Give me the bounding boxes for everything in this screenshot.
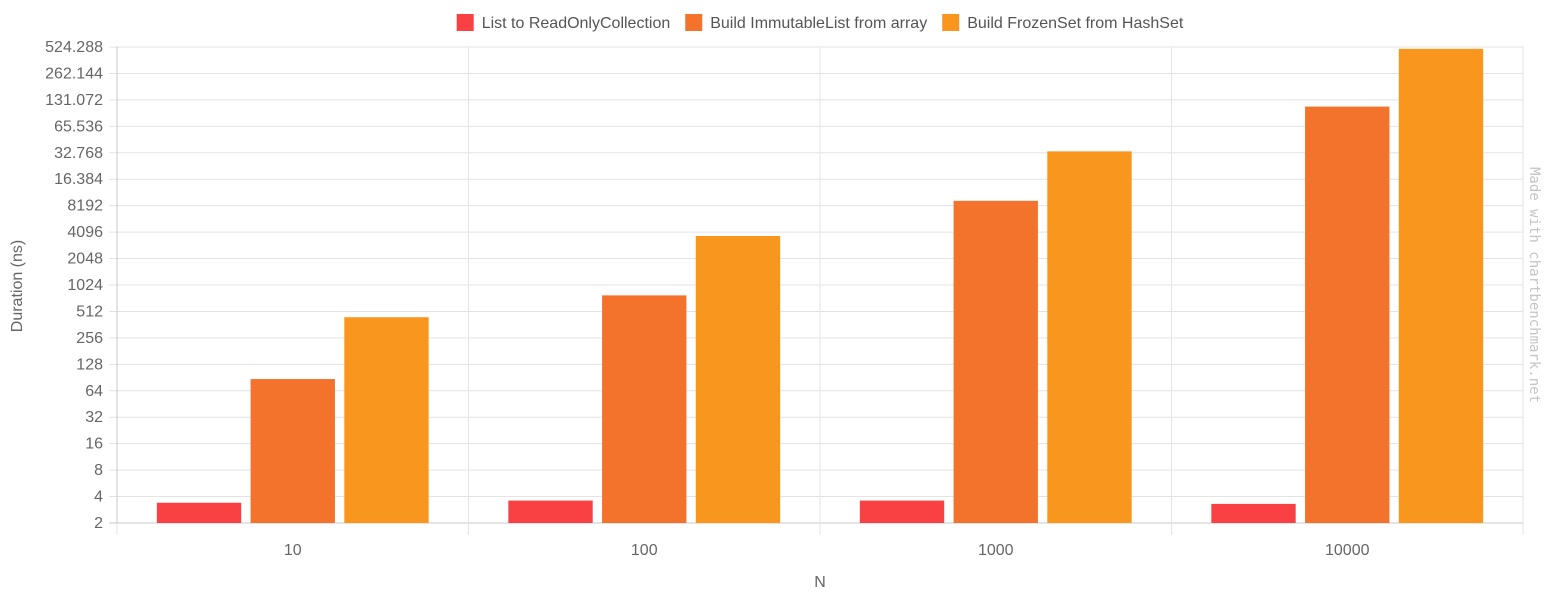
legend-swatch (456, 14, 474, 31)
y-tick-label: 256 (76, 330, 103, 347)
x-tick-label: 10000 (1325, 542, 1370, 559)
y-tick-label: 512 (76, 303, 103, 320)
legend-label: Build ImmutableList from array (710, 15, 927, 32)
bar[interactable] (953, 200, 1038, 523)
x-tick-label: 100 (631, 542, 658, 559)
bar[interactable] (695, 235, 781, 523)
y-tick-label: 16 (85, 436, 103, 453)
legend-item[interactable]: List to ReadOnlyCollection (456, 14, 671, 32)
x-tick-label: 10 (284, 542, 302, 559)
y-tick-label: 32 (85, 409, 103, 426)
y-tick-label: 64 (85, 383, 103, 400)
y-tick-label: 2048 (67, 251, 103, 268)
bar[interactable] (1398, 48, 1484, 523)
x-axis-title: N (814, 574, 826, 591)
legend-swatch (685, 14, 703, 31)
bars (156, 48, 1484, 523)
y-tick-label: 32.768 (54, 145, 103, 162)
bar[interactable] (508, 500, 593, 523)
y-axis-title: Duration (ns) (9, 240, 26, 332)
bar[interactable] (1211, 503, 1296, 523)
y-tick-label: 524.288 (45, 39, 103, 56)
bar[interactable] (859, 500, 945, 523)
bar[interactable] (1047, 151, 1132, 523)
bar[interactable] (602, 295, 687, 523)
y-tick-label: 2 (94, 515, 103, 532)
legend-item[interactable]: Build FrozenSet from HashSet (942, 14, 1184, 32)
y-tick-label: 8192 (67, 198, 103, 215)
x-axis: 10 100 1000 10000 (284, 542, 1370, 559)
legend-label: Build FrozenSet from HashSet (967, 15, 1184, 32)
legend-swatch (942, 14, 960, 31)
y-tick-label: 131.072 (45, 92, 103, 109)
y-tick-label: 128 (76, 356, 103, 373)
y-tick-label: 262.144 (45, 65, 103, 82)
y-axis: 2 4 8 16 32 64 128 256 512 1024 2048 4096 8192 16.384… (45, 39, 103, 532)
watermark: Made with chartbenchmark.net (1526, 167, 1542, 403)
x-tick-label: 1000 (978, 542, 1014, 559)
y-tick-label: 8 (94, 462, 103, 479)
y-tick-label: 4096 (67, 224, 103, 241)
y-tick-label: 65.536 (54, 118, 103, 135)
bar[interactable] (250, 379, 335, 523)
y-tick-label: 16.384 (54, 171, 103, 188)
legend-item[interactable]: Build ImmutableList from array (685, 14, 927, 32)
y-tick-label: 4 (94, 489, 103, 506)
legend: List to ReadOnlyCollection Build Immutabl… (456, 14, 1184, 32)
bar[interactable] (344, 317, 429, 523)
bar[interactable] (156, 502, 242, 523)
bar[interactable] (1305, 106, 1390, 523)
legend-label: List to ReadOnlyCollection (482, 15, 671, 32)
y-tick-label: 1024 (67, 277, 103, 294)
